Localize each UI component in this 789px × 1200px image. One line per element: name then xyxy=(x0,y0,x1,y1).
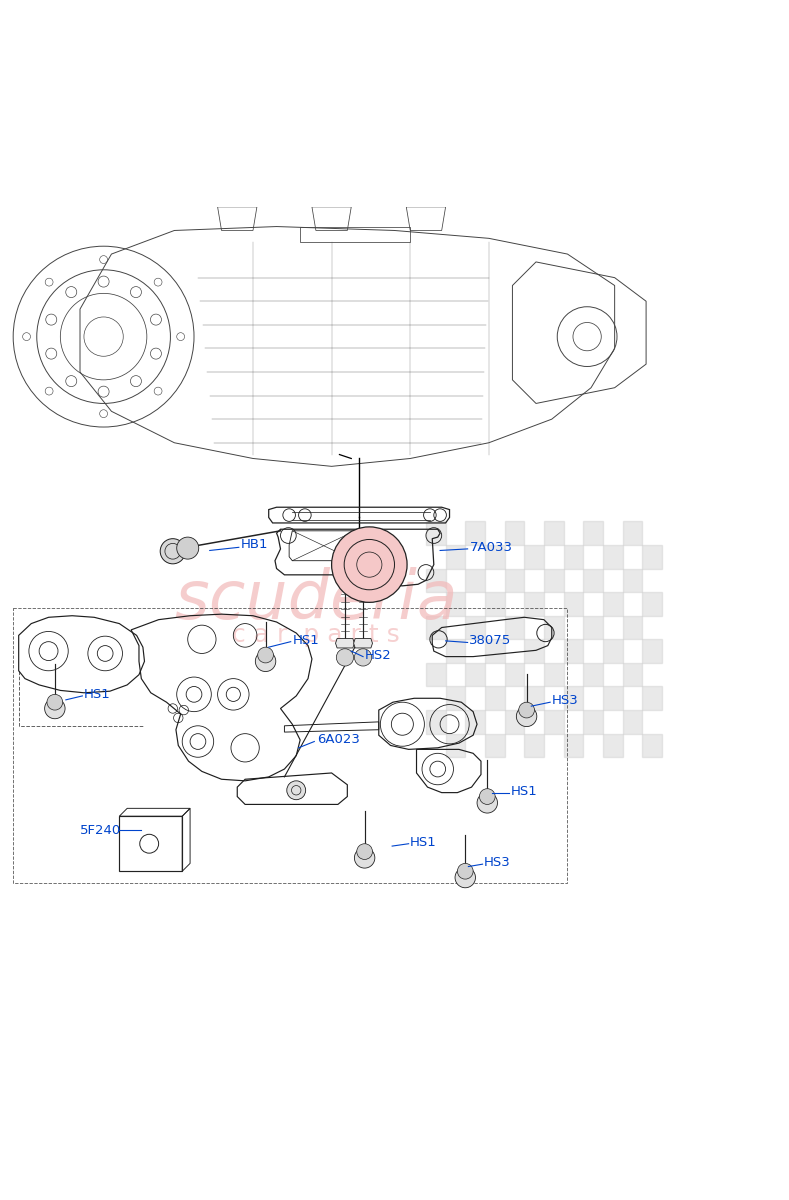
Bar xyxy=(583,521,603,545)
Bar xyxy=(524,592,544,616)
Bar xyxy=(446,545,466,569)
Bar xyxy=(426,569,446,592)
Bar xyxy=(544,521,563,545)
Circle shape xyxy=(455,868,476,888)
Bar xyxy=(426,521,446,545)
Bar xyxy=(446,592,466,616)
Bar xyxy=(642,686,662,710)
Text: HS1: HS1 xyxy=(510,785,537,798)
Polygon shape xyxy=(335,638,354,648)
Bar xyxy=(505,710,524,733)
Bar xyxy=(544,710,563,733)
Circle shape xyxy=(336,649,353,666)
Bar xyxy=(583,710,603,733)
Bar xyxy=(642,592,662,616)
Text: HS1: HS1 xyxy=(410,835,437,848)
Bar xyxy=(426,710,446,733)
Bar xyxy=(485,592,505,616)
Bar xyxy=(544,569,563,592)
Bar xyxy=(544,616,563,640)
Bar xyxy=(563,592,583,616)
Circle shape xyxy=(286,781,305,799)
Bar xyxy=(466,521,485,545)
Circle shape xyxy=(357,844,372,859)
Bar xyxy=(505,662,524,686)
Bar xyxy=(583,662,603,686)
Circle shape xyxy=(518,702,534,718)
Bar xyxy=(642,733,662,757)
Bar xyxy=(505,616,524,640)
Bar xyxy=(642,640,662,662)
Circle shape xyxy=(477,793,498,814)
Circle shape xyxy=(458,863,473,880)
Circle shape xyxy=(354,649,372,666)
Bar xyxy=(603,733,623,757)
Text: c a r  p a r t s: c a r p a r t s xyxy=(232,623,400,647)
Text: HB1: HB1 xyxy=(241,539,268,552)
Bar xyxy=(426,662,446,686)
Bar xyxy=(623,521,642,545)
Bar xyxy=(642,545,662,569)
Circle shape xyxy=(160,539,185,564)
Text: 6A023: 6A023 xyxy=(316,733,360,746)
Bar xyxy=(583,569,603,592)
Circle shape xyxy=(258,647,274,662)
Text: HS1: HS1 xyxy=(292,634,319,647)
Polygon shape xyxy=(353,638,372,648)
Text: HS3: HS3 xyxy=(484,856,511,869)
Bar xyxy=(623,616,642,640)
Text: HS3: HS3 xyxy=(552,694,578,707)
Circle shape xyxy=(516,706,537,726)
Bar xyxy=(623,569,642,592)
Bar xyxy=(505,569,524,592)
Bar xyxy=(524,640,544,662)
Bar xyxy=(603,545,623,569)
Bar xyxy=(466,569,485,592)
Bar xyxy=(563,545,583,569)
Text: HS2: HS2 xyxy=(365,648,391,661)
Bar xyxy=(524,545,544,569)
Bar xyxy=(466,616,485,640)
Bar xyxy=(623,710,642,733)
Bar xyxy=(603,592,623,616)
Text: HS1: HS1 xyxy=(84,688,110,701)
Text: 7A033: 7A033 xyxy=(470,541,513,554)
Bar xyxy=(563,733,583,757)
Bar xyxy=(466,662,485,686)
Text: 38075: 38075 xyxy=(469,635,511,647)
Bar xyxy=(485,640,505,662)
Bar xyxy=(485,686,505,710)
Bar xyxy=(524,686,544,710)
Circle shape xyxy=(47,695,62,710)
Bar xyxy=(485,733,505,757)
Circle shape xyxy=(177,538,199,559)
Bar xyxy=(603,640,623,662)
Circle shape xyxy=(256,652,276,672)
Text: 5F240: 5F240 xyxy=(80,824,122,836)
Circle shape xyxy=(354,847,375,868)
Bar xyxy=(623,662,642,686)
Circle shape xyxy=(331,527,407,602)
Bar xyxy=(446,733,466,757)
Bar xyxy=(563,640,583,662)
Text: scuderia: scuderia xyxy=(174,566,458,634)
Bar xyxy=(446,686,466,710)
Bar xyxy=(466,710,485,733)
Bar xyxy=(603,686,623,710)
Bar xyxy=(583,616,603,640)
Bar xyxy=(563,686,583,710)
Bar xyxy=(544,662,563,686)
Bar xyxy=(485,545,505,569)
Circle shape xyxy=(45,698,65,719)
Bar xyxy=(524,733,544,757)
Circle shape xyxy=(480,788,495,804)
Bar xyxy=(426,616,446,640)
Bar xyxy=(505,521,524,545)
Bar xyxy=(446,640,466,662)
